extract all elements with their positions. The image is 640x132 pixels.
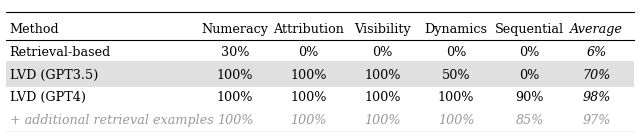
Text: 100%: 100% — [291, 114, 327, 127]
Text: + additional retrieval examples: + additional retrieval examples — [10, 114, 213, 127]
Text: LVD (GPT3.5): LVD (GPT3.5) — [10, 69, 98, 82]
Text: 100%: 100% — [291, 91, 327, 104]
FancyBboxPatch shape — [6, 61, 634, 87]
Text: 6%: 6% — [587, 46, 607, 59]
Text: Attribution: Attribution — [273, 23, 344, 36]
Text: 50%: 50% — [442, 69, 470, 82]
Text: 0%: 0% — [520, 69, 540, 82]
Text: 0%: 0% — [299, 46, 319, 59]
Text: 100%: 100% — [364, 69, 401, 82]
Text: 100%: 100% — [217, 114, 253, 127]
Text: 100%: 100% — [364, 91, 401, 104]
Text: 0%: 0% — [372, 46, 392, 59]
Text: 100%: 100% — [364, 114, 401, 127]
Text: Numeracy: Numeracy — [202, 23, 269, 36]
Text: Method: Method — [10, 23, 60, 36]
Text: 85%: 85% — [515, 114, 544, 127]
Text: Average: Average — [570, 23, 623, 36]
Text: Visibility: Visibility — [354, 23, 411, 36]
Text: LVD (GPT4): LVD (GPT4) — [10, 91, 86, 104]
Text: 100%: 100% — [438, 114, 474, 127]
Text: 100%: 100% — [291, 69, 327, 82]
Text: 100%: 100% — [217, 91, 253, 104]
Text: 100%: 100% — [217, 69, 253, 82]
Text: 100%: 100% — [438, 91, 474, 104]
Text: 70%: 70% — [582, 69, 611, 82]
Text: 0%: 0% — [446, 46, 466, 59]
Text: 90%: 90% — [515, 91, 544, 104]
Text: Dynamics: Dynamics — [424, 23, 488, 36]
Text: 0%: 0% — [520, 46, 540, 59]
Text: Sequential: Sequential — [495, 23, 564, 36]
Text: 98%: 98% — [582, 91, 611, 104]
Text: 97%: 97% — [582, 114, 611, 127]
Text: 30%: 30% — [221, 46, 250, 59]
Text: Retrieval-based: Retrieval-based — [10, 46, 111, 59]
